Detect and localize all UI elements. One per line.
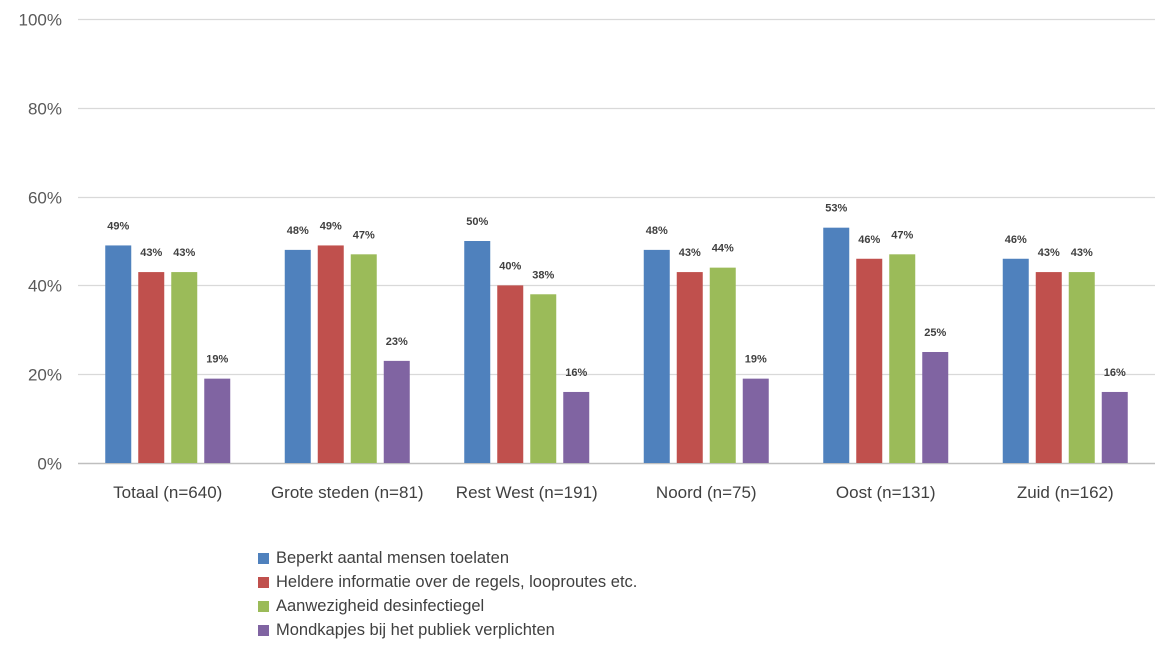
data-label: 38% — [532, 269, 554, 281]
bar — [1068, 272, 1095, 463]
data-label: 48% — [287, 225, 309, 237]
y-tick-label: 80% — [28, 100, 62, 119]
data-label: 48% — [646, 225, 668, 237]
bar — [856, 258, 883, 463]
data-label: 16% — [565, 367, 587, 379]
legend-label: Mondkapjes bij het publiek verplichten — [276, 620, 555, 639]
data-label: 23% — [386, 336, 408, 348]
bar — [1035, 272, 1062, 463]
legend-label: Heldere informatie over de regels, loopr… — [276, 572, 638, 591]
legend-swatch — [258, 576, 269, 588]
y-tick-label: 60% — [28, 189, 62, 208]
data-label: 43% — [140, 247, 162, 259]
data-label: 46% — [858, 234, 880, 246]
x-category-label: Grote steden (n=81) — [271, 483, 424, 502]
legend-item: Mondkapjes bij het publiek verplichten — [258, 618, 637, 642]
bars — [105, 227, 1128, 463]
legend-item: Beperkt aantal mensen toelaten — [258, 546, 637, 570]
data-label: 19% — [206, 354, 228, 366]
data-label: 47% — [891, 229, 913, 241]
bar — [105, 245, 132, 463]
bar — [676, 272, 703, 463]
data-label: 16% — [1104, 367, 1126, 379]
x-category-label: Rest West (n=191) — [456, 483, 598, 502]
gridlines — [78, 18, 1155, 465]
bar-chart: 0% 20% 40% 60% 80% 100% 49% 43% 43% 19% 48% 49% 47%… — [19, 11, 1155, 502]
bar — [204, 378, 231, 463]
bar — [823, 227, 850, 463]
legend-item: Aanwezigheid desinfectiegel — [258, 594, 637, 618]
legend-label: Beperkt aantal mensen toelaten — [276, 548, 509, 567]
data-label: 25% — [924, 327, 946, 339]
bar — [350, 254, 377, 463]
data-label: 50% — [466, 216, 488, 228]
bar — [1002, 258, 1029, 463]
bar — [643, 249, 670, 463]
bar — [497, 285, 524, 463]
legend-swatch — [258, 552, 269, 564]
bar — [1101, 391, 1128, 463]
y-tick-label: 20% — [28, 366, 62, 385]
data-labels: 49% 43% 43% 19% 48% 49% 47% 23% 50% 40% 38% 16% 48% 4… — [107, 203, 1126, 379]
data-label: 44% — [712, 243, 734, 255]
legend: Beperkt aantal mensen toelaten Heldere i… — [258, 546, 637, 642]
data-label: 47% — [353, 229, 375, 241]
bar — [530, 294, 557, 463]
legend-swatch — [258, 600, 269, 612]
bar — [742, 378, 769, 463]
y-axis-tick-labels: 0% 20% 40% 60% 80% 100% — [19, 11, 62, 474]
bar — [922, 352, 949, 463]
bar — [171, 272, 198, 463]
bar — [383, 360, 410, 463]
bar — [317, 245, 344, 463]
bar — [889, 254, 916, 463]
y-tick-label: 0% — [37, 455, 62, 474]
data-label: 40% — [499, 260, 521, 272]
data-label: 43% — [173, 247, 195, 259]
legend-swatch — [258, 624, 269, 636]
data-label: 43% — [679, 247, 701, 259]
data-label: 49% — [320, 220, 342, 232]
y-tick-label: 100% — [19, 11, 62, 30]
data-label: 49% — [107, 220, 129, 232]
bar — [464, 241, 491, 463]
data-label: 43% — [1038, 247, 1060, 259]
data-label: 43% — [1071, 247, 1093, 259]
data-label: 53% — [825, 203, 847, 215]
bar — [709, 267, 736, 463]
x-axis-category-labels: Totaal (n=640) Grote steden (n=81) Rest We… — [113, 483, 1114, 502]
x-category-label: Oost (n=131) — [836, 483, 936, 502]
data-label: 19% — [745, 354, 767, 366]
bar — [284, 249, 311, 463]
x-category-label: Totaal (n=640) — [113, 483, 222, 502]
x-category-label: Noord (n=75) — [656, 483, 757, 502]
y-tick-label: 40% — [28, 277, 62, 296]
legend-label: Aanwezigheid desinfectiegel — [276, 596, 485, 615]
legend-item: Heldere informatie over de regels, loopr… — [258, 570, 637, 594]
x-category-label: Zuid (n=162) — [1017, 483, 1114, 502]
data-label: 46% — [1005, 234, 1027, 246]
bar — [138, 272, 165, 463]
bar — [563, 391, 590, 463]
